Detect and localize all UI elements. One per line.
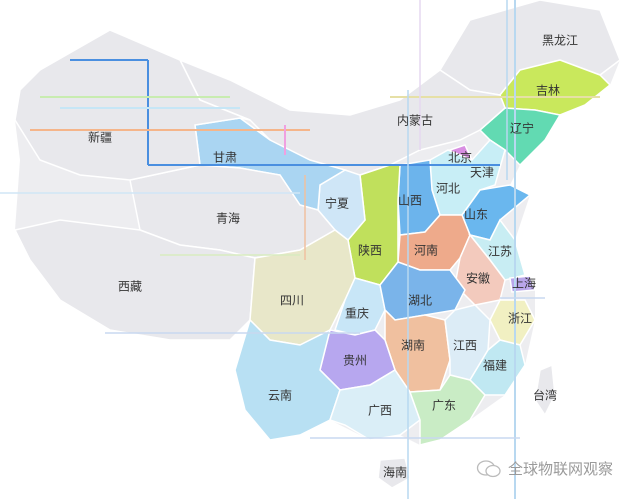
province-label: 陕西 bbox=[357, 243, 383, 258]
province-label: 海南 bbox=[382, 465, 408, 480]
province-label: 安徽 bbox=[465, 271, 491, 286]
province-label: 湖北 bbox=[407, 293, 433, 308]
province-28[interactable] bbox=[329, 368, 421, 441]
province-label: 北京 bbox=[447, 150, 473, 165]
province-20[interactable] bbox=[334, 277, 386, 336]
province-label: 青海 bbox=[215, 211, 241, 226]
province-12[interactable] bbox=[509, 275, 537, 293]
province-label: 福建 bbox=[482, 358, 508, 373]
province-17[interactable] bbox=[14, 29, 251, 181]
province-label: 四川 bbox=[279, 293, 305, 308]
province-label: 浙江 bbox=[507, 311, 533, 326]
watermark: 全球物联网观察 bbox=[476, 458, 613, 479]
province-label: 上海 bbox=[511, 276, 537, 291]
province-label: 重庆 bbox=[344, 306, 370, 321]
province-label: 贵州 bbox=[342, 353, 368, 368]
province-label: 云南 bbox=[267, 388, 293, 403]
province-label: 广东 bbox=[431, 398, 457, 413]
province-label: 甘肃 bbox=[212, 150, 238, 165]
province-label: 内蒙古 bbox=[396, 113, 434, 128]
province-29[interactable] bbox=[408, 374, 486, 446]
watermark-text: 全球物联网观察 bbox=[508, 460, 614, 478]
province-25[interactable] bbox=[469, 339, 526, 396]
province-label: 台湾 bbox=[532, 388, 558, 403]
province-label: 山东 bbox=[463, 207, 489, 222]
overlay-lines bbox=[0, 0, 600, 499]
province-label: 天津 bbox=[469, 165, 495, 180]
province-label: 山西 bbox=[397, 193, 423, 208]
province-label: 江西 bbox=[452, 338, 478, 353]
province-label: 黑龙江 bbox=[541, 33, 579, 48]
province-label: 河北 bbox=[435, 181, 461, 196]
province-label: 宁夏 bbox=[324, 196, 350, 211]
province-label: 吉林 bbox=[535, 83, 561, 98]
province-label: 河南 bbox=[413, 243, 439, 258]
province-label: 新疆 bbox=[87, 130, 113, 145]
wechat-icon bbox=[476, 459, 501, 477]
province-31[interactable] bbox=[377, 457, 411, 489]
province-label: 江苏 bbox=[487, 244, 513, 259]
province-label: 辽宁 bbox=[509, 121, 535, 136]
province-30[interactable] bbox=[534, 363, 556, 417]
province-label: 广西 bbox=[367, 403, 393, 418]
province-label: 湖南 bbox=[400, 338, 426, 353]
province-label: 西藏 bbox=[117, 279, 143, 294]
